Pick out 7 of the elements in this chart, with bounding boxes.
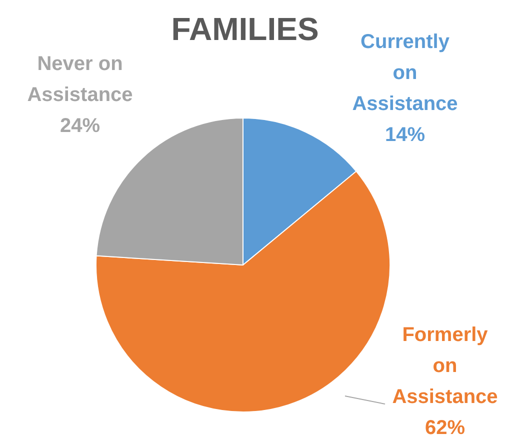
data-label: 14% xyxy=(384,124,426,146)
slice-label: Formerly on Assistance xyxy=(392,324,498,408)
chart-title: FAMILIES xyxy=(171,11,319,47)
data-label: 62% xyxy=(424,417,466,439)
slice-label: Currently on Assistance xyxy=(352,31,458,115)
slice-label: Never on Assistance xyxy=(27,53,133,106)
data-label: 24% xyxy=(60,115,100,137)
